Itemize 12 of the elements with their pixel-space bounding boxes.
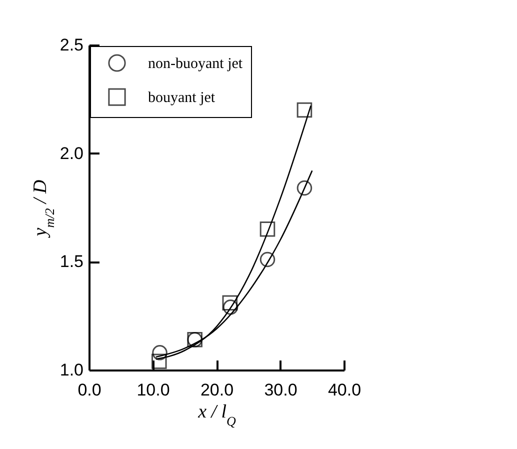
legend-label: non-buoyant jet: [148, 56, 244, 72]
y-tick-label: 2.0: [60, 144, 84, 163]
x-tick-label: 40.0: [328, 380, 362, 400]
y-tick-label: 2.5: [60, 36, 84, 54]
x-axis-title: x / l$_{Q}$: [197, 402, 237, 428]
x-tick-label: 30.0: [264, 380, 298, 400]
y-tick-label: 1.0: [60, 360, 84, 380]
legend-label: bouyant jet: [148, 90, 216, 106]
x-tick-label: 10.0: [136, 380, 170, 400]
y-tick-label: 1.5: [60, 252, 84, 272]
x-tick-label: 0.0: [78, 380, 102, 400]
x-tick-label: 20.0: [200, 380, 234, 400]
